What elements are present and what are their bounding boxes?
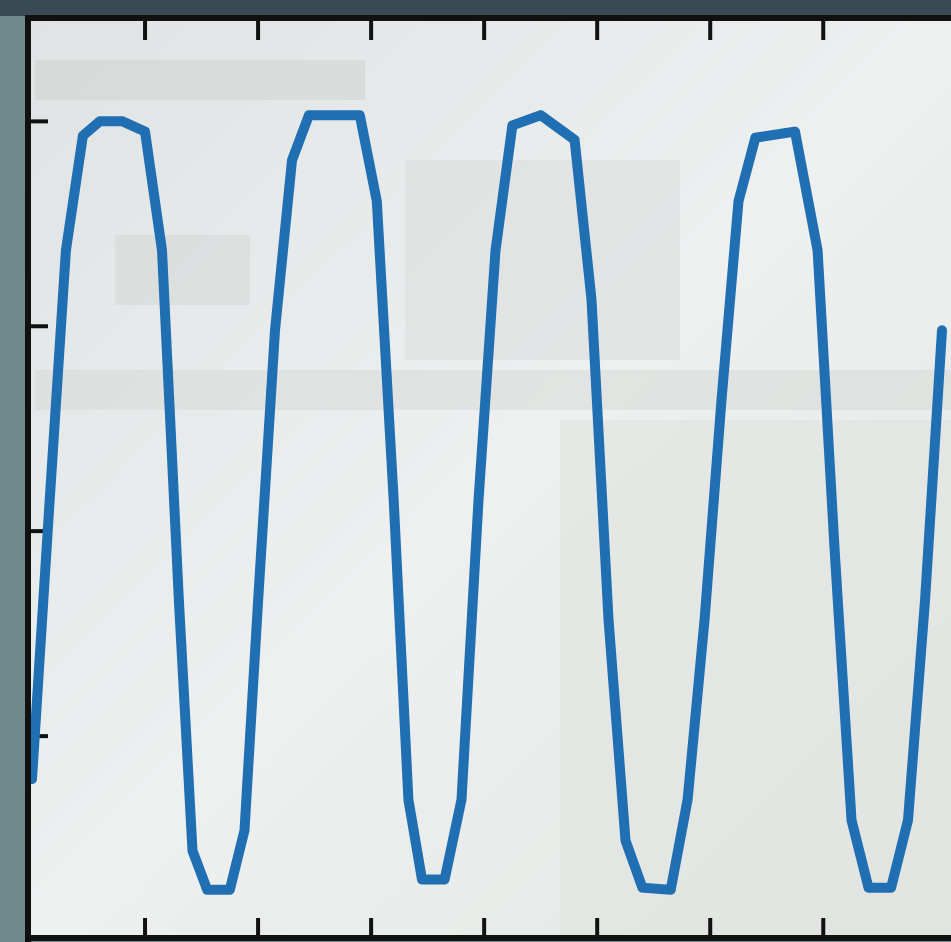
photo-shape (35, 370, 951, 410)
data-line (27, 110, 947, 895)
photo-shape (115, 235, 250, 305)
photo-top-strip (0, 0, 951, 16)
photo-shape (35, 60, 365, 100)
photo-shape (560, 420, 951, 935)
photo-shape (405, 160, 680, 360)
